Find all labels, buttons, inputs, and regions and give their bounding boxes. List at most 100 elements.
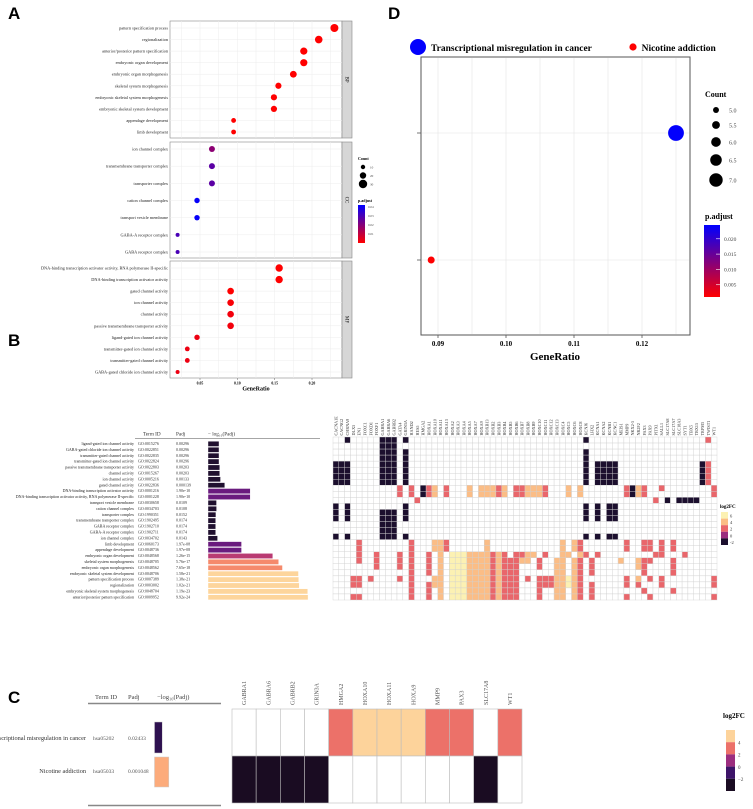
- heatmap-cell: [658, 503, 665, 510]
- term-id: GO:0007389: [138, 577, 159, 582]
- heatmap-cell: [687, 442, 694, 450]
- heatmap-cell: [443, 539, 450, 546]
- term-label: channel activity: [109, 471, 134, 476]
- gene-label: CACNA1E: [333, 416, 338, 436]
- heatmap-cell: [571, 515, 578, 522]
- heatmap-cell: [454, 442, 462, 450]
- heatmap-cell: [664, 466, 671, 474]
- gene-label: GRIN3A: [315, 682, 321, 705]
- heatmap-cell: [385, 557, 392, 564]
- heatmap-cell: [443, 593, 450, 601]
- heatmap-cell: [681, 575, 689, 583]
- data-point: [275, 264, 283, 272]
- heatmap-cell: [437, 503, 444, 510]
- heatmap-cell: [484, 521, 491, 528]
- heatmap-cell: [379, 448, 386, 456]
- heatmap-cell: [379, 575, 386, 583]
- term-id: GO:0003002: [138, 583, 159, 588]
- heatmap-cell: [710, 503, 718, 510]
- padj-value: 0.00203: [176, 465, 189, 470]
- heatmap-cell: [559, 491, 566, 498]
- heatmap-cell: [670, 485, 677, 492]
- heatmap-cell: [437, 436, 444, 444]
- heatmap-cell: [361, 460, 369, 468]
- heatmap-cell: [600, 521, 607, 528]
- heatmap-cell: [332, 479, 340, 486]
- heatmap-cell: [350, 521, 357, 528]
- heatmap-cell: [641, 454, 648, 462]
- heatmap-cell: [617, 557, 625, 564]
- heatmap-cell: [507, 581, 514, 589]
- heatmap-cell: [670, 527, 677, 534]
- heatmap-cell: [559, 485, 566, 492]
- heatmap-cell: [582, 515, 590, 522]
- heatmap-cell: [425, 460, 433, 468]
- heatmap-cell: [710, 509, 718, 516]
- term-id: GO:0048562: [138, 565, 159, 570]
- heatmap-cell: [588, 491, 596, 498]
- heatmap-cell: [344, 551, 351, 558]
- heatmap-cell: [489, 563, 497, 571]
- heatmap-cell: [629, 473, 636, 480]
- heatmap-cell: [699, 581, 706, 589]
- heatmap-cell: [617, 527, 625, 534]
- gene-label: GABRA1: [380, 419, 385, 436]
- heatmap-cell: [710, 551, 718, 558]
- heatmap-cell: [588, 466, 596, 474]
- heatmap-cell: [501, 515, 508, 522]
- heatmap-cell: [617, 491, 625, 498]
- heatmap-cell: [664, 485, 671, 492]
- heatmap-cell: [379, 503, 386, 510]
- heatmap-cell: [361, 491, 369, 498]
- heatmap-cell: [513, 521, 520, 528]
- data-point: [208, 163, 215, 170]
- heatmap-cell: [710, 587, 718, 595]
- heatmap-cell: [565, 454, 572, 462]
- heatmap-cell: [693, 587, 700, 595]
- heatmap-cell: [350, 503, 357, 510]
- heatmap-cell: [478, 454, 485, 462]
- heatmap-cell: [617, 569, 625, 577]
- heatmap-cell: [548, 581, 555, 589]
- heatmap-cell: [414, 575, 421, 583]
- heatmap-cell: [565, 551, 572, 558]
- heatmap-cell: [542, 497, 549, 504]
- term-label: regionalization: [110, 583, 134, 588]
- heatmap-cell: [484, 587, 491, 595]
- heatmap-cell: [332, 491, 340, 498]
- heatmap-cell: [571, 454, 578, 462]
- heatmap-cell: [664, 563, 671, 571]
- heatmap-cell: [670, 563, 677, 571]
- heatmap-cell: [710, 563, 718, 571]
- legend-log2fc-label: 0: [730, 533, 733, 538]
- heatmap-cell: [425, 575, 433, 583]
- gene-label: HOXB4: [502, 421, 507, 436]
- heatmap-cell: [606, 533, 613, 540]
- heatmap-cell: [577, 491, 584, 498]
- heatmap-cell: [449, 527, 456, 534]
- gene-label: FOXD1: [368, 422, 373, 436]
- heatmap-cell: [489, 533, 497, 540]
- gene-label: SLC17A7: [671, 419, 676, 436]
- heatmap-cell: [507, 509, 514, 516]
- table-row: anterior/posterior pattern specification…: [73, 594, 309, 601]
- heatmap-cell: [414, 557, 421, 564]
- heatmap-cell: [524, 473, 532, 480]
- heatmap-cell: [454, 503, 462, 510]
- heatmap-cell: [652, 485, 660, 492]
- heatmap-cell: [710, 479, 718, 486]
- heatmap-cell: [518, 575, 526, 583]
- heatmap-cell: [495, 442, 502, 450]
- heatmap-cell: [390, 551, 398, 558]
- table-row: DNA-binding transcription activator acti…: [63, 488, 251, 494]
- heatmap-cell: [623, 466, 630, 474]
- neglog-padj-bar: [154, 756, 170, 788]
- heatmap-cell: [390, 593, 398, 601]
- heatmap-cell: [507, 436, 514, 444]
- heatmap-cell: [530, 503, 537, 510]
- heatmap-cell: [710, 557, 718, 564]
- heatmap-cell: [617, 587, 625, 595]
- heatmap-cell: [588, 485, 596, 492]
- heatmap-cell: [646, 551, 654, 558]
- heatmap-cell: [524, 509, 532, 516]
